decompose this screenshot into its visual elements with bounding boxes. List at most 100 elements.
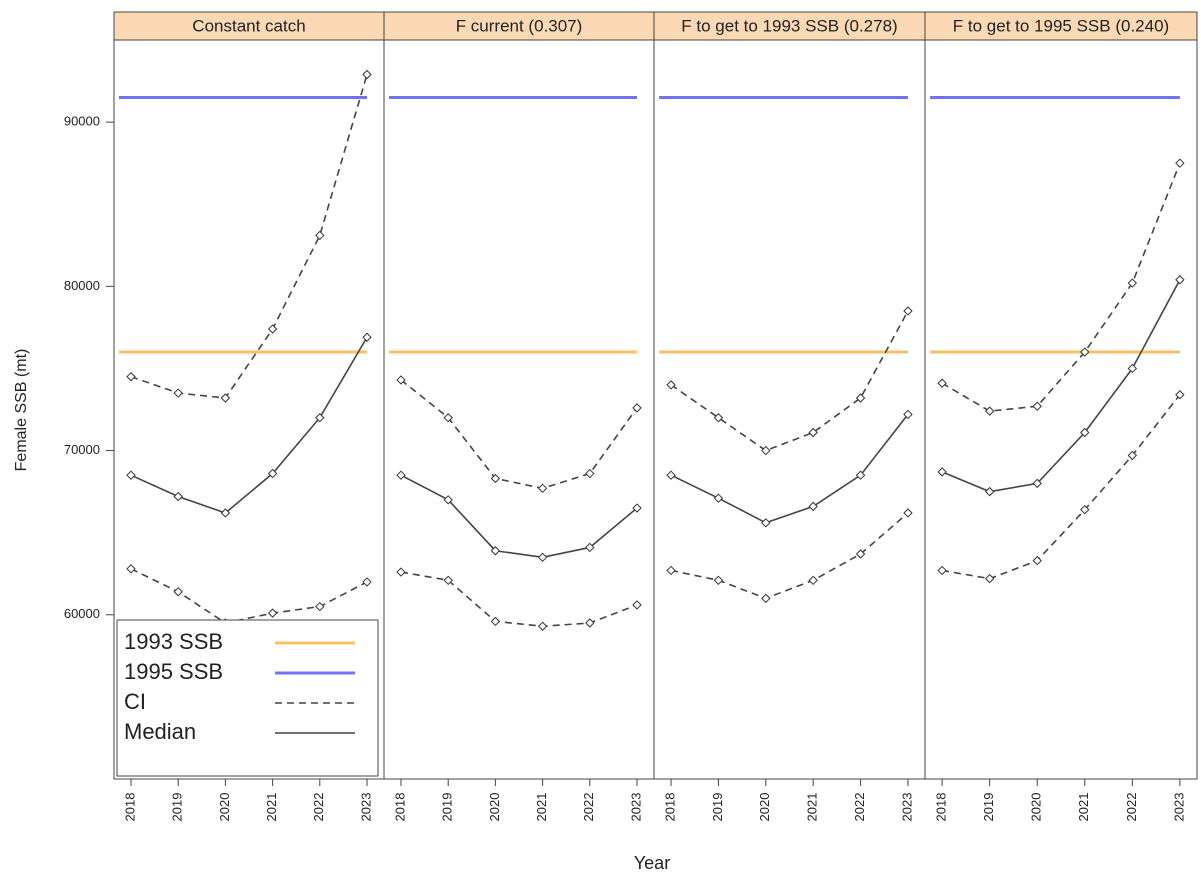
- ci-line: [941, 162, 1181, 412]
- point: [537, 483, 548, 494]
- point: [713, 413, 724, 423]
- point: [267, 324, 278, 334]
- x-tick-label: 2021: [805, 793, 820, 822]
- point: [855, 549, 866, 559]
- panel-frame: [653, 39, 926, 780]
- point: [490, 473, 501, 484]
- point: [713, 575, 724, 585]
- x-tick-label: 2021: [1076, 793, 1091, 822]
- x-tick-label: 2019: [170, 793, 185, 822]
- point: [903, 508, 913, 518]
- point: [903, 409, 913, 420]
- point: [1080, 504, 1090, 515]
- x-tick-label: 2023: [358, 793, 373, 822]
- point: [713, 493, 724, 503]
- x-tick-label: 2022: [581, 793, 596, 822]
- ci-line: [670, 512, 909, 600]
- ci-line: [941, 394, 1181, 580]
- x-tick-label: 2023: [899, 793, 914, 822]
- point: [396, 470, 406, 480]
- panel-title: F to get to 1993 SSB (0.278): [681, 16, 897, 35]
- point: [173, 388, 183, 398]
- legend-box: [116, 619, 379, 777]
- median-line: [941, 279, 1181, 493]
- x-tick-label: 2020: [1029, 793, 1044, 822]
- x-tick-label: 2020: [217, 793, 232, 822]
- point: [761, 593, 771, 604]
- x-tick-label: 2021: [264, 793, 279, 822]
- point: [937, 378, 947, 388]
- point: [937, 467, 947, 477]
- point: [1175, 158, 1185, 168]
- point: [666, 565, 676, 576]
- point: [396, 567, 406, 577]
- x-tick-label: 2018: [934, 793, 949, 822]
- point: [585, 618, 595, 628]
- point: [855, 470, 866, 480]
- point: [808, 575, 818, 585]
- point: [903, 306, 913, 316]
- ci-line: [130, 568, 368, 624]
- ci-line: [130, 74, 368, 399]
- point: [761, 445, 771, 456]
- point: [362, 69, 372, 80]
- point: [173, 491, 183, 502]
- y-axis-label: Female SSB (mt): [13, 349, 30, 472]
- point: [1175, 275, 1185, 285]
- point: [126, 564, 136, 574]
- legend-label: 1995 SSB: [124, 659, 223, 684]
- point: [490, 546, 501, 556]
- point: [443, 495, 453, 505]
- point: [666, 380, 676, 390]
- median-line: [670, 413, 909, 524]
- point: [315, 601, 325, 612]
- legend-label: CI: [124, 689, 146, 714]
- point: [267, 468, 278, 479]
- point: [808, 427, 818, 438]
- median-line: [400, 474, 638, 559]
- x-tick-label: 2019: [440, 793, 455, 822]
- x-tick-label: 2020: [487, 793, 502, 822]
- x-tick-label: 2020: [757, 793, 772, 822]
- panel-frame: [924, 39, 1198, 780]
- x-tick-label: 2018: [122, 793, 137, 822]
- point: [1032, 401, 1042, 411]
- point: [937, 565, 947, 576]
- point: [984, 406, 995, 416]
- point: [1127, 363, 1138, 374]
- point: [537, 552, 548, 563]
- point: [585, 542, 595, 553]
- y-tick-label: 90000: [64, 114, 100, 129]
- strip: [383, 11, 655, 41]
- point: [126, 470, 136, 480]
- point: [396, 375, 406, 385]
- legend-label: 1993 SSB: [124, 629, 223, 654]
- y-tick-label: 80000: [64, 278, 100, 293]
- point: [443, 575, 453, 585]
- x-tick-label: 2023: [1171, 793, 1186, 822]
- point: [984, 486, 995, 497]
- strip: [113, 11, 385, 41]
- point: [315, 413, 325, 423]
- x-tick-label: 2021: [534, 793, 549, 822]
- point: [1127, 450, 1138, 461]
- point: [632, 600, 642, 610]
- panel-title: Constant catch: [192, 16, 305, 35]
- point: [443, 413, 453, 423]
- point: [1127, 278, 1138, 288]
- x-tick-label: 2022: [1124, 793, 1139, 822]
- legend-label: Median: [124, 719, 196, 744]
- x-tick-label: 2018: [662, 793, 677, 822]
- y-tick-label: 70000: [64, 442, 100, 457]
- point: [1032, 478, 1042, 489]
- point: [267, 608, 278, 618]
- point: [632, 503, 642, 513]
- point: [585, 468, 595, 479]
- x-tick-label: 2022: [852, 793, 867, 822]
- point: [362, 332, 372, 342]
- x-tick-label: 2019: [710, 793, 725, 822]
- x-tick-label: 2018: [392, 793, 407, 822]
- x-tick-label: 2019: [981, 793, 996, 822]
- ci-line: [400, 379, 638, 490]
